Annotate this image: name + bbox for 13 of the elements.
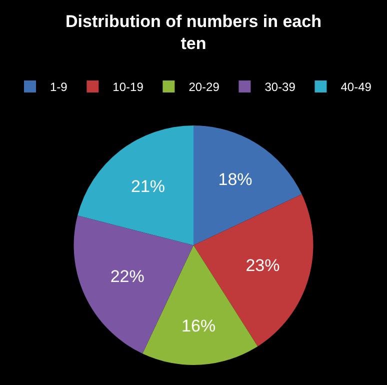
data-label: 18% — [218, 170, 252, 189]
legend-label: 10-19 — [112, 80, 144, 94]
data-label: 21% — [130, 177, 166, 196]
data-label: 23% — [246, 256, 280, 275]
legend-label: 1-9 — [50, 80, 68, 94]
pie-slice — [194, 126, 302, 246]
legend-label: 20-29 — [188, 80, 220, 94]
data-label: 22% — [110, 266, 144, 286]
chart-title: Distribution of numbers in each ten — [66, 12, 322, 54]
legend-label: 30-39 — [264, 80, 296, 94]
pie-slice — [78, 126, 194, 246]
data-label: 16% — [182, 316, 216, 336]
legend-label: 40-49 — [340, 80, 372, 94]
